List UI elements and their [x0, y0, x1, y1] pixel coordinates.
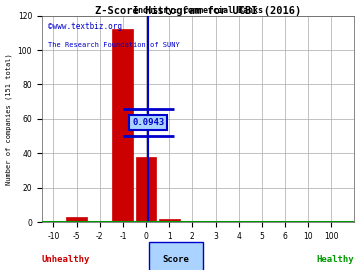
Text: The Research Foundation of SUNY: The Research Foundation of SUNY [48, 42, 180, 48]
Bar [112, 29, 133, 222]
Text: Score: Score [163, 255, 190, 264]
Text: ©www.textbiz.org: ©www.textbiz.org [48, 22, 122, 31]
Text: Healthy: Healthy [317, 255, 355, 264]
Bar [66, 217, 87, 222]
Text: Unhealthy: Unhealthy [42, 255, 90, 264]
Y-axis label: Number of companies (151 total): Number of companies (151 total) [5, 53, 12, 185]
Text: 0.0943: 0.0943 [132, 118, 165, 127]
Bar [159, 219, 180, 222]
Text: Industry: Commercial Banks: Industry: Commercial Banks [133, 6, 263, 15]
Bar [136, 157, 157, 222]
Title: Z-Score Histogram for UCBI (2016): Z-Score Histogram for UCBI (2016) [95, 6, 301, 16]
